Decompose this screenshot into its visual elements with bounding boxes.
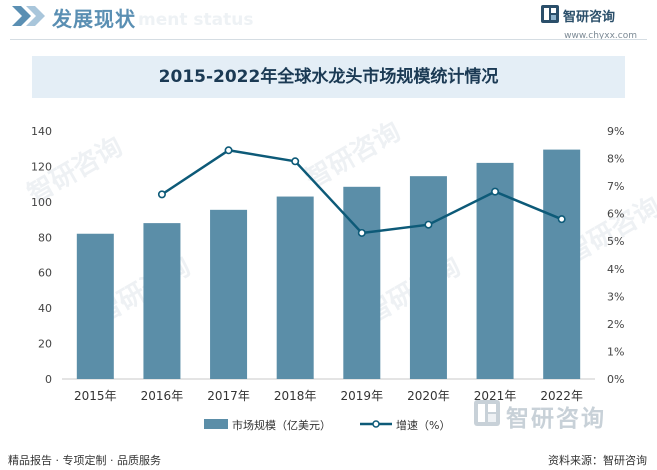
x-tick-label: 2019年 [341,389,384,403]
footer-watermark-text: 智研咨询 [506,406,606,432]
bar [76,233,114,379]
legend-item-market-size: 市场规模（亿美元） [204,417,354,432]
line-point [157,190,166,199]
x-tick-label: 2016年 [141,389,184,403]
bar [143,223,181,379]
y-left-tick-label: 80 [38,231,52,244]
legend-swatch-bar [204,419,228,429]
source-note: 资料来源：智研咨询 [548,454,647,467]
y-left-tick-label: 100 [31,196,52,209]
legend-item-growth: 增速（%） [360,417,460,432]
y-right-tick-label: 9% [607,125,624,138]
x-tick-label: 2022年 [540,389,583,403]
y-right-tick-label: 2% [607,318,624,331]
y-right-tick-label: 6% [607,208,624,221]
y-right-tick-label: 4% [607,263,624,276]
bar [409,176,447,379]
bar [543,149,581,379]
brand-logo-icon [474,400,500,426]
y-left-tick-label: 0 [45,373,52,386]
y-right-tick-label: 5% [607,235,624,248]
page-title: 发展现状 [52,7,136,31]
header-divider [10,39,647,40]
y-left-tick-label: 120 [31,160,52,173]
legend-swatch-line [360,420,392,428]
bar [276,196,314,379]
legend-label: 市场规模（亿美元） [232,419,331,432]
bar [210,209,248,379]
x-tick-label: 2017年 [207,389,250,403]
x-tick-label: 2018年 [274,389,317,403]
brand-logo-icon [541,5,559,23]
bar [343,186,381,379]
line-point [291,157,300,166]
chevron-arrows-icon [12,6,45,26]
y-left-tick-label: 20 [38,338,52,351]
legend-label: 增速（%） [396,419,451,432]
header: ment status 发展现状 智研咨询 www.chyxx.com [0,0,657,41]
y-right-tick-label: 8% [607,153,624,166]
x-tick-label: 2020年 [407,389,450,403]
brand-url: www.chyxx.com [564,31,637,41]
line-point [557,215,566,224]
chart-title-box: 2015-2022年全球水龙头市场规模统计情况 [32,56,625,98]
brand: 智研咨询 [541,5,637,25]
y-left-tick-label: 40 [38,302,52,315]
y-right-tick-label: 7% [607,180,624,193]
footer-tagline: 精品报告 · 专项定制 · 品质服务 [8,454,161,467]
line-point [424,220,433,229]
line-point [491,187,500,196]
footer-watermark-logo: 智研咨询 [474,398,614,432]
footer: 精品报告 · 专项定制 · 品质服务 资料来源：智研咨询 [0,446,657,470]
y-left-tick-label: 60 [38,267,52,280]
y-left-tick-label: 140 [31,125,52,138]
y-right-tick-label: 0% [607,373,624,386]
line-point [357,228,366,237]
line-point [224,146,233,155]
y-right-tick-label: 3% [607,290,624,303]
x-tick-label: 2021年 [474,389,517,403]
brand-name: 智研咨询 [563,10,616,25]
y-right-tick-label: 1% [607,345,624,358]
header-title-en: ment status [138,10,254,30]
x-tick-label: 2015年 [74,389,117,403]
chart-title: 2015-2022年全球水龙头市场规模统计情况 [158,67,499,87]
